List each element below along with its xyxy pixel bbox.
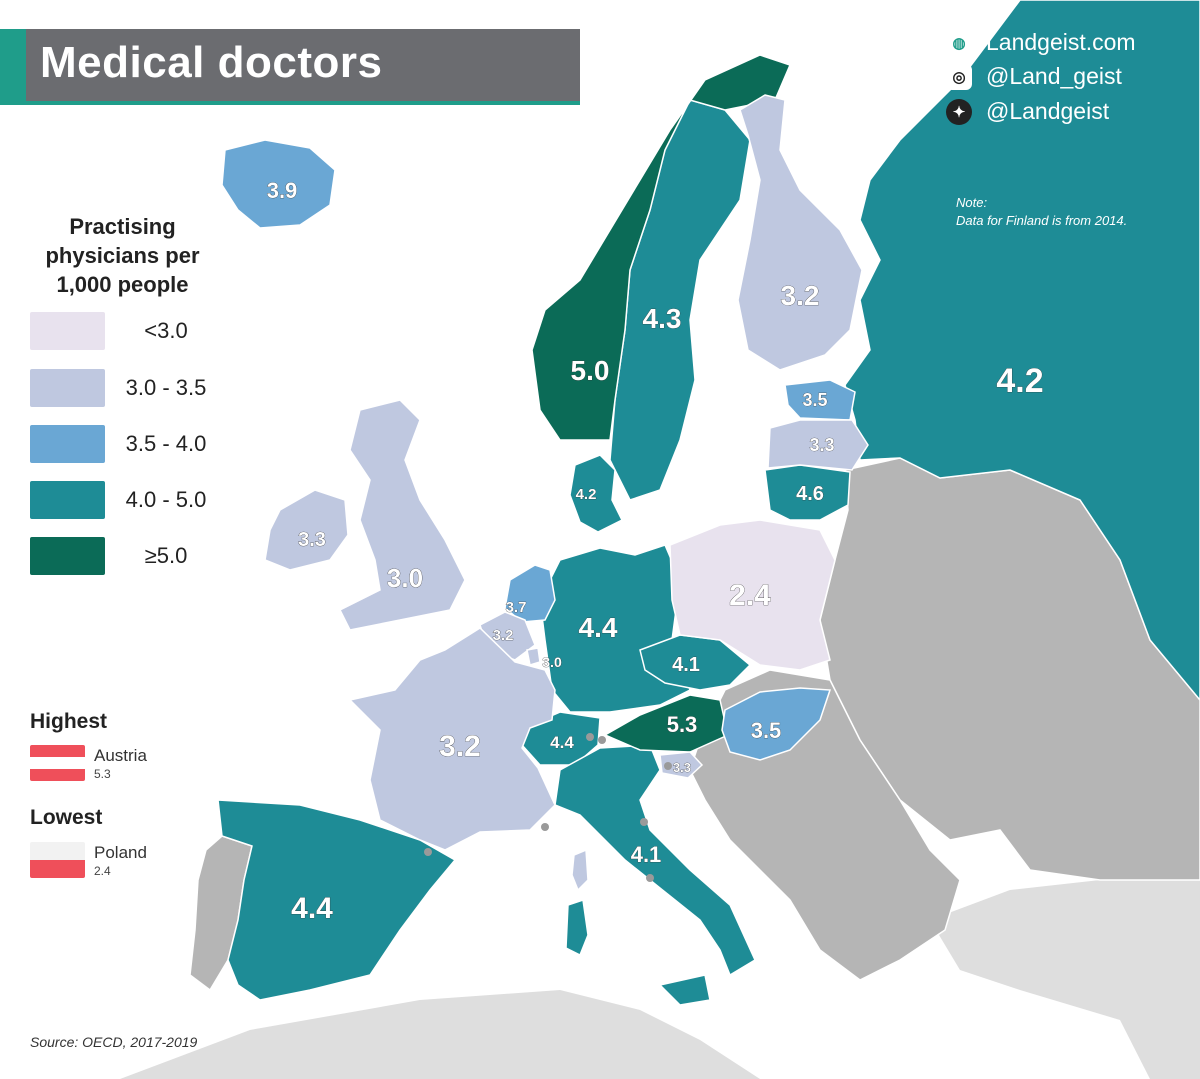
highest-value: 5.3	[94, 767, 111, 781]
legend-label: ≥5.0	[144, 543, 188, 568]
country-denmark	[569, 454, 624, 533]
label-slovenia: 3.3	[673, 760, 691, 775]
instagram-icon: ◎	[946, 63, 972, 90]
legend-swatch	[30, 425, 105, 463]
legend-title: Practising physicians per 1,000 people	[20, 212, 225, 299]
label-estonia: 3.5	[802, 390, 827, 410]
label-iceland: 3.9	[267, 178, 298, 203]
country-hungary	[721, 687, 832, 761]
country-corsica	[571, 848, 589, 892]
lowest-heading: Lowest	[30, 806, 103, 829]
legend-title-line: Practising	[69, 214, 176, 239]
title-underline	[26, 101, 580, 105]
country-sicily	[658, 974, 711, 1006]
label-uk: 3.0	[387, 563, 423, 593]
legend-item: 3.0 - 3.5	[30, 369, 206, 407]
legend-item: ≥5.0	[30, 537, 187, 575]
twitter-text: @Landgeist	[986, 98, 1110, 124]
page-title: Medical doctors	[40, 38, 383, 87]
lowest-value: 2.4	[94, 864, 111, 878]
label-finland: 3.2	[781, 280, 820, 311]
legend-swatch	[30, 369, 105, 407]
city-dot	[586, 733, 594, 741]
label-poland: 2.4	[729, 579, 771, 612]
country-iceland	[221, 139, 336, 229]
legend-label: 4.0 - 5.0	[125, 487, 207, 512]
lowest-country: Poland	[94, 843, 147, 862]
twitter-credit[interactable]: ✦ @Landgeist	[946, 98, 1109, 125]
country-netherlands	[504, 564, 556, 623]
label-denmark: 4.2	[576, 486, 597, 503]
highest-country: Austria	[94, 746, 147, 765]
legend-title-line: physicians per	[45, 243, 200, 268]
website-credit[interactable]: ◍ Landgeist.com	[946, 29, 1136, 56]
title-accent-bar	[0, 29, 26, 105]
city-dot	[598, 736, 606, 744]
country-sardinia	[565, 899, 589, 957]
label-russia: 4.2	[996, 362, 1043, 400]
legend-swatch	[30, 312, 105, 350]
legend-label: 3.5 - 4.0	[125, 431, 207, 456]
twitter-icon: ✦	[946, 98, 972, 125]
label-austria: 5.3	[667, 712, 698, 737]
poland-flag-icon	[30, 842, 85, 878]
highest-heading: Highest	[30, 710, 108, 733]
note-text: Data for Finland is from 2014.	[956, 213, 1128, 228]
city-dot	[646, 874, 654, 882]
city-dot	[424, 848, 432, 856]
label-germany: 4.4	[579, 612, 618, 643]
label-belgium: 3.2	[493, 627, 514, 644]
label-czechia: 4.1	[672, 654, 700, 676]
country-latvia	[767, 419, 869, 471]
note-label: Note:	[956, 195, 988, 210]
legend-item: <3.0	[30, 312, 188, 350]
legend-title-line: 1,000 people	[56, 272, 189, 297]
country-slovenia	[659, 751, 704, 779]
country-france	[348, 627, 556, 851]
globe-icon: ◍	[946, 29, 972, 56]
label-italy: 4.1	[631, 842, 662, 867]
label-netherlands: 3.7	[506, 599, 527, 616]
legend-swatch	[30, 481, 105, 519]
label-ireland: 3.3	[298, 529, 326, 551]
austria-flag-icon	[30, 745, 85, 781]
city-dot	[664, 762, 672, 770]
legend-swatch	[30, 537, 105, 575]
label-switzerland: 4.4	[550, 733, 574, 752]
label-sweden: 4.3	[643, 303, 682, 334]
label-lithuania: 4.6	[796, 483, 824, 505]
outside-land-east	[930, 880, 1200, 1079]
label-france: 3.2	[439, 730, 481, 763]
instagram-credit[interactable]: ◎ @Land_geist	[946, 63, 1122, 90]
label-luxembourg: 3.0	[542, 654, 562, 670]
note: Note: Data for Finland is from 2014.	[956, 194, 1127, 230]
legend-item: 4.0 - 5.0	[30, 481, 206, 519]
country-ireland	[264, 489, 349, 571]
outside-land	[120, 990, 760, 1079]
website-text: Landgeist.com	[986, 29, 1136, 55]
legend-label: <3.0	[144, 318, 188, 343]
country-poland	[669, 519, 836, 671]
title-banner	[0, 29, 580, 105]
label-spain: 4.4	[291, 892, 333, 925]
city-dot	[640, 818, 648, 826]
label-hungary: 3.5	[751, 718, 782, 743]
country-uk	[338, 399, 466, 631]
country-spain	[217, 799, 457, 1001]
label-latvia: 3.3	[809, 435, 834, 455]
legend-item: 3.5 - 4.0	[30, 425, 206, 463]
legend-label: 3.0 - 3.5	[125, 375, 207, 400]
country-finland	[737, 94, 863, 371]
country-luxembourg	[526, 647, 541, 666]
instagram-text: @Land_geist	[986, 63, 1122, 89]
country-sweden	[609, 99, 751, 501]
label-norway: 5.0	[571, 355, 610, 386]
city-dot	[541, 823, 549, 831]
country-italy	[554, 744, 756, 977]
country-norway	[531, 54, 792, 441]
source-credit: Source: OECD, 2017-2019	[30, 1034, 198, 1050]
